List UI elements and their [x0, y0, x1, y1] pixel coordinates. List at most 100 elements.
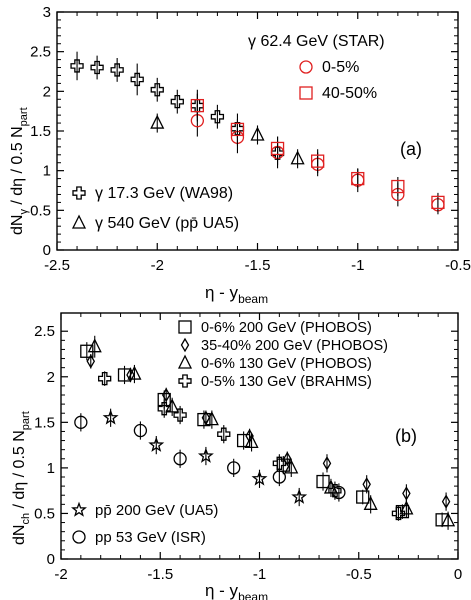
data-point — [431, 195, 445, 210]
data-point — [391, 179, 405, 194]
y-axis-label-sub-a: γ — [18, 209, 30, 215]
data-point — [170, 94, 184, 109]
y-axis-label-main-a: dN — [9, 215, 26, 235]
data-point — [227, 461, 241, 475]
y-axis-label-sub2-a: part — [18, 107, 30, 126]
data-point — [328, 484, 342, 498]
y-axis-label-b: dNch / dη / 0.5 Npart — [11, 411, 32, 545]
x-tick-label: -1 — [253, 566, 266, 583]
y-axis-label-main-b: dN — [11, 525, 28, 545]
legend-marker — [178, 374, 192, 388]
data-point — [441, 494, 451, 509]
legend-label: γ 540 GeV (pp̄ UA5) — [95, 215, 239, 232]
data-point — [362, 476, 371, 492]
legend-title-a: γ 62.4 GeV (STAR) — [248, 33, 385, 50]
data-point — [399, 500, 414, 515]
legend-marker — [178, 320, 192, 334]
x-tick-label: -0.5 — [346, 566, 372, 583]
data-point — [87, 338, 102, 353]
data-point — [251, 470, 268, 486]
y-tick-label: 1.5 — [34, 414, 55, 431]
legend-marker — [180, 337, 190, 353]
data-point — [130, 72, 144, 87]
series-cross — [98, 371, 406, 521]
data-point — [190, 98, 205, 113]
data-point — [283, 451, 292, 467]
y-tick-label: 3 — [43, 4, 51, 21]
data-point — [272, 470, 287, 484]
series-square — [190, 89, 445, 212]
legend-a: 0-5% 40-50% γ 17.3 GeV (WA98) γ 540 GeV (pp… — [71, 59, 377, 232]
x-tick-label: -1.5 — [245, 257, 271, 274]
x-tick-label: -1 — [351, 257, 364, 274]
data-point — [310, 154, 325, 168]
data-point — [210, 110, 225, 124]
legend-label: γ 17.3 GeV (WA98) — [95, 185, 233, 202]
y-tick-label: 2 — [47, 369, 55, 386]
y-axis-label-a: dNγ / dη / 0.5 Npart — [9, 107, 30, 235]
x-axis-label-main-b: η - y — [205, 581, 239, 600]
legend-label: 35-40% 200 GeV (PHOBOS) — [201, 338, 388, 354]
y-tick-label: 1 — [47, 460, 55, 477]
data-point — [217, 427, 231, 441]
x-axis-label-a: η - ybeam — [205, 283, 268, 306]
legend-label: 0-6% 130 GeV (PHOBOS) — [201, 356, 372, 372]
y-tick-label: 0.5 — [30, 202, 51, 219]
legend-label: 0-5% 130 GeV (BRAHMS) — [201, 374, 372, 390]
data-point — [250, 126, 265, 141]
panel-a: -2.5 -2 -1.5 -1 -0.5 0 0.5 1 1.5 2 2.5 3 (a) γ 62.4… — [9, 4, 471, 306]
y-axis-label-rest-a: / dη / 0.5 N — [9, 126, 26, 209]
data-point — [290, 150, 305, 165]
legend-marker — [299, 86, 313, 100]
y-axis-label-rest-b: / dη / 0.5 N — [11, 430, 28, 513]
x-tick-label: -2 — [151, 257, 164, 274]
y-tick-label: 1.5 — [30, 123, 51, 140]
x-tick-label: -2.5 — [44, 257, 70, 274]
x-axis-label-main-a: η - y — [205, 283, 239, 302]
axis-ticks-b: -2 -1.5 -1 -0.5 0 0 0.5 1 1.5 2 2.5 — [34, 313, 462, 583]
data-point — [98, 371, 112, 386]
data-point — [126, 367, 135, 383]
legend-label: pp̄ 200 GeV (UA5) — [95, 502, 218, 519]
legend-marker — [177, 354, 193, 369]
data-point — [441, 512, 456, 527]
legend-marker — [299, 60, 313, 74]
data-point — [86, 353, 96, 369]
axis-ticks-a: -2.5 -2 -1.5 -1 -0.5 0 0.5 1 1.5 2 2.5 3 — [30, 4, 471, 274]
data-point — [157, 402, 171, 416]
y-tick-label: 2.5 — [30, 44, 51, 61]
x-axis-label-b: η - ybeam — [205, 581, 268, 600]
x-axis-label-sub-a: beam — [238, 292, 268, 306]
data-point — [291, 488, 308, 504]
data-point — [173, 452, 187, 466]
series-cross — [70, 51, 285, 166]
y-axis-label-sub-b: ch — [20, 513, 32, 525]
data-point — [161, 387, 171, 403]
data-point — [391, 506, 406, 521]
panel-label-b: (b) — [395, 426, 417, 446]
data-point — [110, 63, 124, 77]
data-point — [197, 447, 214, 463]
data-point — [332, 485, 346, 500]
data-point — [322, 456, 332, 471]
data-point — [351, 171, 365, 186]
y-tick-label: 1 — [43, 163, 51, 180]
legend-label: 0-5% — [322, 59, 359, 76]
legend-label: 40-50% — [322, 85, 377, 102]
data-point — [127, 365, 142, 380]
data-point — [270, 141, 285, 156]
data-point — [197, 412, 211, 427]
x-tick-label: -2 — [54, 566, 67, 583]
x-tick-label: -0.5 — [445, 257, 471, 274]
series-b — [74, 335, 456, 530]
data-point — [90, 60, 104, 75]
legend-marker — [72, 530, 86, 544]
data-point — [150, 114, 165, 129]
data-point — [173, 408, 187, 422]
legend-label: pp 53 GeV (ISR) — [95, 529, 206, 546]
series-a — [70, 51, 445, 215]
panel-label-a: (a) — [400, 139, 422, 159]
legend-label: 0-6% 200 GeV (PHOBOS) — [201, 320, 372, 336]
x-tick-label: 0 — [454, 566, 462, 583]
